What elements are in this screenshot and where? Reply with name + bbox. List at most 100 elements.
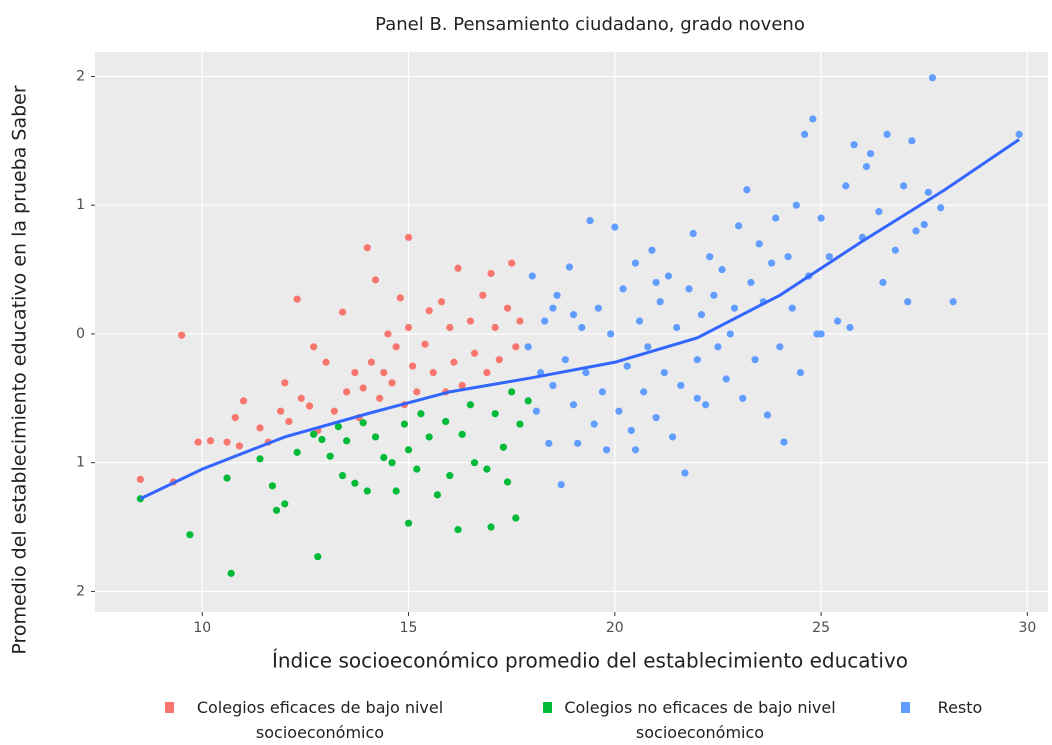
point [425,307,433,315]
point [421,340,429,348]
legend-label: Resto [937,698,983,717]
point [883,130,891,138]
point [330,407,338,415]
point [561,356,569,364]
point [644,343,652,351]
point [429,368,437,377]
point [338,471,347,480]
point [239,397,248,405]
point [631,259,640,267]
point [495,356,503,364]
point [322,358,330,366]
point [850,141,858,149]
point [928,74,937,82]
point [305,402,314,410]
point [689,229,697,238]
point [949,298,957,306]
point [615,407,623,415]
point [937,204,945,212]
point [586,217,594,225]
point [751,356,759,364]
point [904,298,912,306]
point [334,423,343,431]
point [640,388,648,396]
point [446,323,454,332]
point [862,162,871,171]
point [825,253,833,261]
point [796,368,805,377]
point [734,222,743,230]
point [631,446,640,454]
point [602,446,611,454]
y-tick-label: 2 [76,68,85,84]
point [776,343,784,351]
point [730,304,739,312]
point [656,298,664,306]
trend-line [139,138,1020,501]
point [677,381,685,390]
point [833,317,842,325]
point [772,214,780,222]
point [367,358,376,366]
point [594,304,602,312]
point [524,397,532,405]
point [343,388,351,396]
point [623,362,631,370]
point [668,433,677,441]
point [710,291,718,299]
point [549,381,557,390]
x-tick-label: 25 [812,620,830,636]
point [351,368,359,377]
point [652,414,660,422]
point [491,410,499,418]
point [194,438,202,446]
point [908,137,916,145]
point [545,439,553,447]
point [466,317,475,325]
point [660,368,668,377]
point [413,465,421,473]
point [227,569,235,577]
point [842,182,850,190]
point [528,272,536,280]
point [314,553,322,561]
point [607,330,615,338]
point [701,401,710,409]
point [809,115,817,123]
point [784,253,792,261]
point [627,426,635,435]
point [673,323,681,332]
point [376,394,384,402]
point [223,474,231,482]
point [268,482,276,490]
point [611,223,619,231]
point [293,295,301,303]
point [392,487,400,495]
point [619,285,627,293]
point [235,442,243,450]
point [409,362,417,370]
point [404,446,413,454]
point [223,438,231,446]
point [384,330,392,338]
point [310,430,318,438]
point [590,420,598,428]
point [458,430,466,438]
point [755,240,763,248]
point [697,311,706,319]
point [578,323,586,332]
point [425,433,433,441]
legend-key [901,702,910,713]
point [508,388,516,396]
point [483,465,491,473]
y-tick-label: 0 [76,326,85,342]
point [470,349,479,357]
legend-label: Colegios eficaces de bajo nivel socioeco… [196,698,444,742]
series-points [136,388,532,577]
point [714,343,722,351]
chart: Panel B. Pensamiento ciudadano, grado no… [9,14,1048,673]
point [569,401,578,409]
point [400,420,409,428]
point [363,244,371,252]
